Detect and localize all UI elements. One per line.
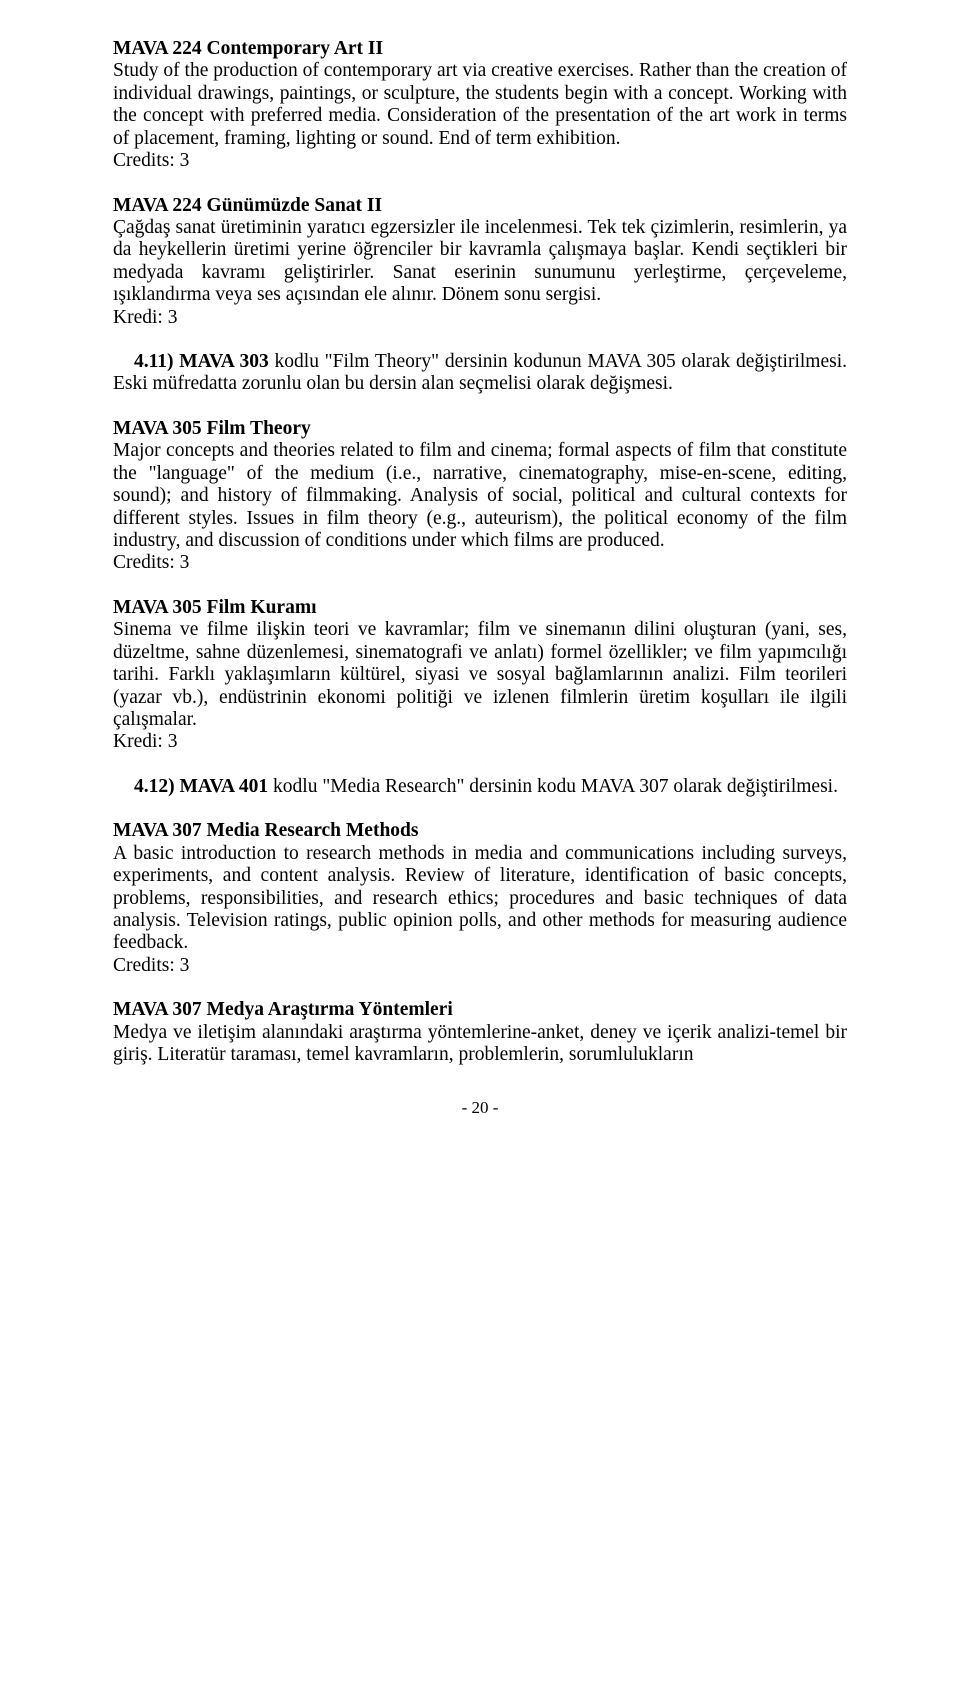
section-title: MAVA 305 Film Kuramı (113, 597, 847, 619)
numbered-item: 4.12) MAVA 401 kodlu "Media Research" de… (113, 776, 847, 798)
section: 4.12) MAVA 401 kodlu "Media Research" de… (113, 776, 847, 798)
section-body: Study of the production of contemporary … (113, 60, 847, 150)
numbered-item: 4.11) MAVA 303 kodlu "Film Theory" dersi… (113, 351, 847, 396)
section-title: MAVA 307 Media Research Methods (113, 820, 847, 842)
section-body: A basic introduction to research methods… (113, 843, 847, 955)
credits-line: Credits: 3 (113, 552, 847, 574)
section-title: MAVA 224 Günümüzde Sanat II (113, 195, 847, 217)
section: MAVA 307 Media Research MethodsA basic i… (113, 820, 847, 977)
section-body: Sinema ve filme ilişkin teori ve kavraml… (113, 619, 847, 731)
page-number: - 20 - (113, 1098, 847, 1118)
item-body: kodlu "Media Research" dersinin kodu MAV… (268, 776, 838, 797)
section: MAVA 224 Günümüzde Sanat IIÇağdaş sanat … (113, 195, 847, 330)
item-prefix: 4.11) MAVA 303 (134, 351, 269, 372)
credits-line: Credits: 3 (113, 150, 847, 172)
section-title: MAVA 224 Contemporary Art II (113, 38, 847, 60)
credits-line: Kredi: 3 (113, 307, 847, 329)
section-body: Major concepts and theories related to f… (113, 440, 847, 552)
credits-line: Credits: 3 (113, 955, 847, 977)
section-body: Medya ve iletişim alanındaki araştırma y… (113, 1022, 847, 1067)
section: MAVA 224 Contemporary Art IIStudy of the… (113, 38, 847, 173)
section: MAVA 307 Medya Araştırma YöntemleriMedya… (113, 999, 847, 1066)
section-title: MAVA 305 Film Theory (113, 418, 847, 440)
item-prefix: 4.12) MAVA 401 (134, 776, 268, 797)
credits-line: Kredi: 3 (113, 731, 847, 753)
section-body: Çağdaş sanat üretiminin yaratıcı egzersi… (113, 217, 847, 307)
document-body: MAVA 224 Contemporary Art IIStudy of the… (113, 38, 847, 1066)
section: MAVA 305 Film KuramıSinema ve filme iliş… (113, 597, 847, 754)
section: 4.11) MAVA 303 kodlu "Film Theory" dersi… (113, 351, 847, 396)
section: MAVA 305 Film TheoryMajor concepts and t… (113, 418, 847, 575)
section-title: MAVA 307 Medya Araştırma Yöntemleri (113, 999, 847, 1021)
